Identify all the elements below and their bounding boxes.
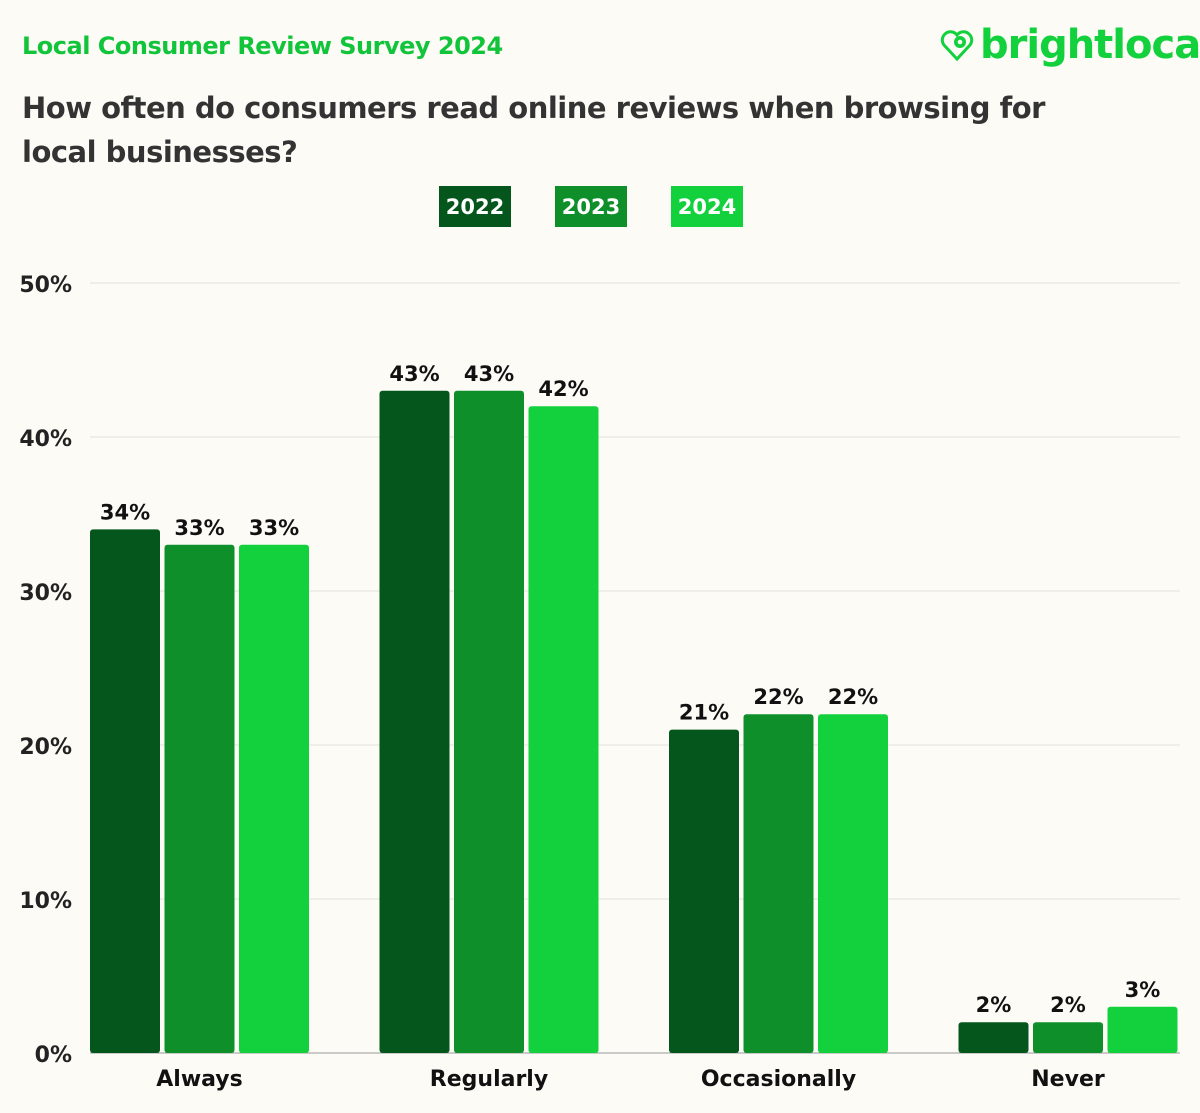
data-label: 42% xyxy=(538,377,588,401)
x-category-label: Regularly xyxy=(430,1067,548,1092)
x-category-label: Never xyxy=(1031,1067,1105,1092)
x-category-label: Occasionally xyxy=(701,1067,856,1092)
data-label: 34% xyxy=(100,500,150,524)
data-label: 43% xyxy=(464,362,514,386)
bar-never-2024 xyxy=(1107,1006,1178,1053)
bar-regularly-2022 xyxy=(379,390,450,1053)
bar-always-2022 xyxy=(90,529,160,1053)
bar-never-2023 xyxy=(1033,1022,1103,1053)
bar-always-2024 xyxy=(239,544,309,1053)
y-tick-label: 10% xyxy=(19,889,72,914)
legend-item-2023: 2023 xyxy=(555,186,627,227)
y-tick-label: 20% xyxy=(19,735,72,760)
brightlocal-logo: brightlocal xyxy=(940,22,1200,68)
y-tick-label: 50% xyxy=(19,273,72,298)
bar-always-2023 xyxy=(164,544,235,1053)
bar-occasionally-2024 xyxy=(818,714,888,1053)
data-label: 3% xyxy=(1125,978,1161,1002)
bar-never-2022 xyxy=(958,1022,1029,1053)
data-label: 22% xyxy=(753,685,803,709)
y-tick-label: 40% xyxy=(19,427,72,452)
heart-pin-icon xyxy=(940,30,974,62)
data-label: 21% xyxy=(679,701,729,725)
bar-regularly-2024 xyxy=(528,406,599,1053)
data-label: 2% xyxy=(976,993,1012,1017)
data-label: 33% xyxy=(174,516,224,540)
chart-question: How often do consumers read online revie… xyxy=(22,91,1045,169)
x-category-label: Always xyxy=(156,1067,243,1092)
data-label: 2% xyxy=(1050,993,1086,1017)
bar-regularly-2023 xyxy=(454,390,524,1053)
y-tick-label: 0% xyxy=(35,1043,72,1068)
bar-occasionally-2023 xyxy=(743,714,814,1053)
logo-text: brightlocal xyxy=(980,22,1200,68)
data-label: 43% xyxy=(389,362,439,386)
y-tick-label: 30% xyxy=(19,581,72,606)
legend: 2022 2023 2024 xyxy=(0,186,1200,227)
data-label: 33% xyxy=(249,516,299,540)
legend-item-2022: 2022 xyxy=(439,186,511,227)
bar-occasionally-2022 xyxy=(669,729,739,1053)
data-label: 22% xyxy=(828,685,878,709)
survey-title: Local Consumer Review Survey 2024 xyxy=(22,32,503,60)
legend-item-2024: 2024 xyxy=(671,186,743,227)
